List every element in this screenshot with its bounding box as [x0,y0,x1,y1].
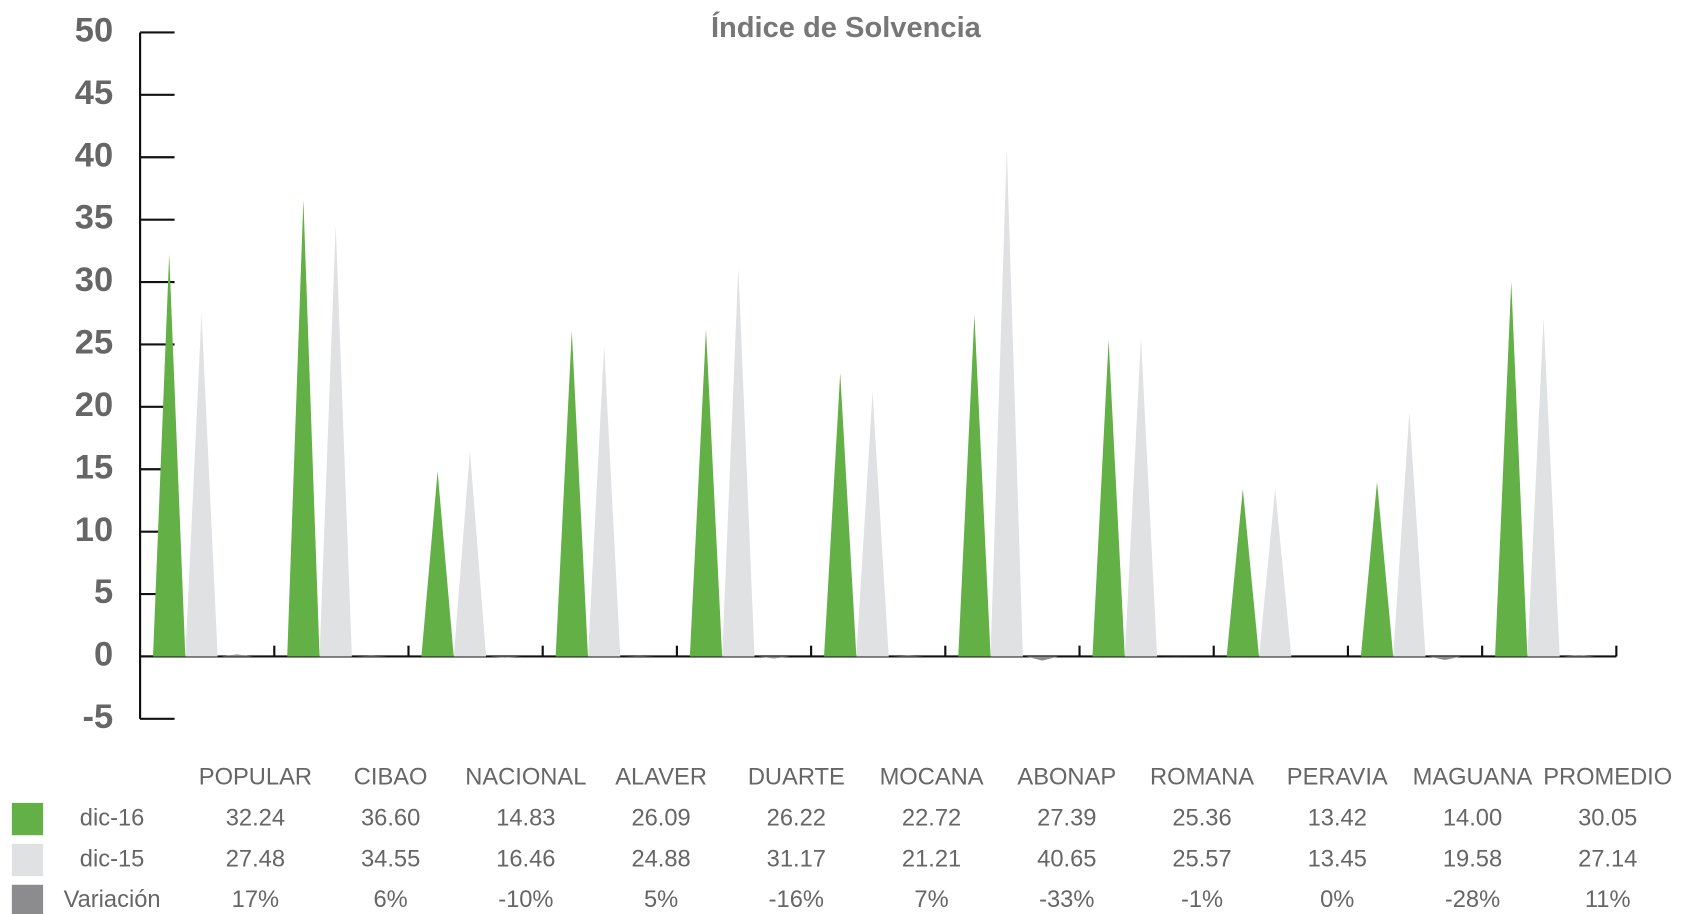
y-tick-label: 25 [75,324,113,362]
table-value: 27.48 [226,846,285,872]
spike [1124,337,1158,657]
spike [1393,412,1426,657]
y-tick-label: 50 [75,12,113,50]
category-label: MOCANA [880,764,984,790]
spike [1495,281,1528,657]
table-value: -33% [1039,887,1094,913]
table-value: 14.00 [1443,805,1502,831]
table-value: 24.88 [631,846,690,872]
category-label: ABONAP [1017,764,1116,790]
spike [1226,488,1259,657]
table-value: 13.45 [1308,846,1367,872]
y-tick-label: 30 [75,261,113,299]
legend-swatch [11,802,44,836]
category-label: POPULAR [199,764,312,790]
table-value: 0% [1320,887,1354,913]
y-tick-label: 40 [75,136,113,174]
spike [555,330,588,657]
spike [824,372,857,657]
spike [891,655,925,657]
spike [1428,656,1462,660]
spike [185,313,218,657]
spike [421,471,454,657]
table-value: 7% [914,887,948,913]
spike [1562,655,1596,657]
table-value: 25.57 [1172,846,1231,872]
spike [722,267,755,657]
table-value: 26.09 [631,805,690,831]
table-value: 16.46 [496,846,555,872]
spike [1026,656,1059,661]
spike [1092,339,1125,657]
legend-label: dic-16 [80,805,145,831]
spike [757,656,791,659]
spike [220,654,254,657]
spike [319,225,352,657]
table-value: 40.65 [1037,846,1096,872]
table-value: -16% [769,887,824,913]
legend-swatch [11,884,44,914]
table-value: 11% [1585,887,1631,913]
y-tick-label: 10 [75,511,113,549]
table-value: 26.22 [767,805,826,831]
spike [1527,317,1560,657]
table-value: 36.60 [361,805,420,831]
table-value: 19.58 [1443,846,1502,872]
table-value: -1% [1181,887,1223,913]
table-value: 6% [373,887,407,913]
y-tick-label: 0 [94,636,113,674]
table-value: 17% [232,887,279,913]
table-value: -10% [498,887,553,913]
spike [587,345,621,657]
category-label: ROMANA [1150,764,1254,790]
table-value: 30.05 [1578,805,1637,831]
spike [623,655,656,657]
spike [1360,481,1394,657]
chart-title: Índice de Solvencia [711,10,982,44]
spike [856,391,889,657]
spike [1258,488,1292,657]
table-value: 27.39 [1037,805,1096,831]
table-value: 14.83 [496,805,555,831]
table-value: 32.24 [226,805,285,831]
category-label: MAGUANA [1413,764,1533,790]
category-label: NACIONAL [465,764,586,790]
category-label: CIBAO [354,764,428,790]
table-value: 31.17 [767,846,826,872]
category-label: DUARTE [748,764,845,790]
spike [489,656,522,658]
spike [153,254,186,657]
y-tick-label: -5 [82,698,113,736]
y-tick-label: 45 [75,74,113,112]
table-value: 27.14 [1578,846,1637,872]
spike [355,655,388,657]
spike [689,329,723,657]
spike [958,314,991,657]
category-label: PERAVIA [1287,764,1388,790]
legend-label: dic-15 [80,846,145,872]
spike [287,199,320,657]
table-value: 25.36 [1172,805,1231,831]
category-label: PROMEDIO [1543,764,1672,790]
y-tick-label: 15 [75,448,113,486]
legend-swatch [11,843,44,877]
y-tick-label: 5 [94,573,113,611]
y-tick-label: 20 [75,386,113,424]
spike [453,451,487,657]
table-value: 21.21 [902,846,961,872]
y-tick-label: 35 [75,199,113,237]
table-value: 34.55 [361,846,420,872]
table-value: 5% [644,887,678,913]
category-label: ALAVER [615,764,707,790]
spike [990,149,1023,657]
table-value: 13.42 [1308,805,1367,831]
table-value: -28% [1445,887,1500,913]
table-value: 22.72 [902,805,961,831]
legend-label: Variación [64,887,161,913]
